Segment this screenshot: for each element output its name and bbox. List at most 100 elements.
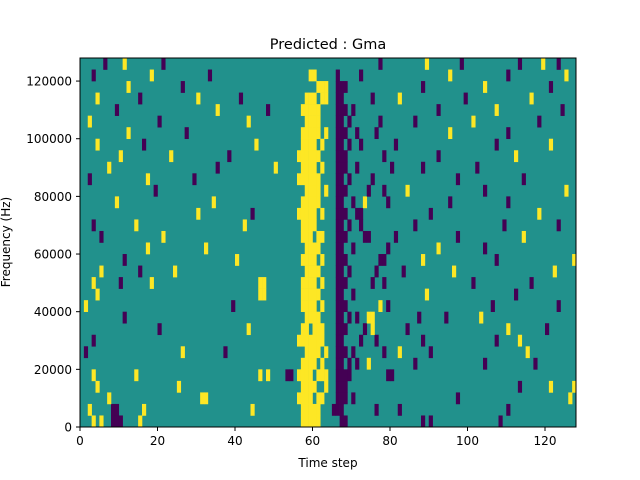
heatmap-cell-low bbox=[335, 392, 340, 405]
heatmap-cell-low bbox=[335, 81, 340, 93]
heatmap-cell-high bbox=[312, 380, 317, 393]
heatmap-cell-low bbox=[359, 334, 364, 347]
heatmap-cell-high bbox=[320, 323, 325, 336]
heatmap-cell-high bbox=[297, 334, 302, 347]
heatmap-cell-high bbox=[176, 380, 182, 393]
heatmap-cell-high bbox=[316, 115, 321, 128]
heatmap-cell-high bbox=[304, 184, 309, 197]
heatmap-cell-high bbox=[308, 277, 313, 289]
heatmap-cell-low bbox=[421, 161, 426, 174]
heatmap-cell-high bbox=[304, 415, 309, 428]
heatmap-cell-low bbox=[366, 230, 371, 243]
heatmap-cell-low bbox=[339, 265, 344, 278]
heatmap-cell-low bbox=[386, 242, 391, 255]
heatmap-cell-high bbox=[304, 115, 309, 128]
heatmap-cell-high bbox=[312, 254, 317, 266]
heatmap-cell-low bbox=[378, 58, 383, 70]
heatmap-cell-low bbox=[289, 369, 294, 382]
heatmap-cell-high bbox=[312, 219, 317, 232]
heatmap-cell-low bbox=[401, 265, 406, 278]
heatmap-cell-low bbox=[421, 334, 426, 347]
heatmap-cell-low bbox=[339, 334, 344, 347]
heatmap-cell-high bbox=[320, 81, 325, 93]
heatmap-cell-high bbox=[95, 138, 100, 151]
heatmap-cell-low bbox=[382, 254, 387, 266]
heatmap-cell-high bbox=[312, 323, 317, 336]
heatmap-cell-high bbox=[300, 138, 306, 151]
heatmap-cell-high bbox=[246, 115, 251, 128]
heatmap-cell-high bbox=[312, 115, 317, 128]
heatmap-cell-high bbox=[149, 69, 154, 82]
heatmap-cell-high bbox=[568, 392, 573, 405]
heatmap-cell-high bbox=[308, 392, 313, 405]
heatmap-cell-low bbox=[347, 138, 352, 151]
heatmap-cell-low bbox=[355, 207, 360, 220]
heatmap-cell-low bbox=[386, 369, 391, 382]
heatmap-cell-low bbox=[339, 369, 344, 382]
heatmap-cell-high bbox=[304, 173, 309, 186]
heatmap-cell-low bbox=[343, 300, 348, 312]
heatmap-cell-high bbox=[204, 392, 209, 405]
heatmap-cell-high bbox=[308, 161, 313, 174]
heatmap-cell-high bbox=[297, 369, 302, 382]
heatmap-cell-low bbox=[537, 115, 542, 128]
heatmap-cell-low bbox=[413, 219, 418, 232]
heatmap-cell-high bbox=[304, 196, 309, 209]
heatmap-cell-high bbox=[297, 392, 302, 405]
heatmap-cell-low bbox=[471, 277, 476, 289]
heatmap-cell-high bbox=[297, 207, 302, 220]
heatmap-cell-high bbox=[304, 242, 309, 255]
heatmap-cell-high bbox=[324, 369, 329, 382]
heatmap-cell-high bbox=[262, 277, 267, 289]
heatmap-cell-high bbox=[324, 380, 329, 393]
heatmap-cell-high bbox=[304, 92, 309, 105]
heatmap-cell-low bbox=[335, 150, 340, 163]
heatmap-cell-low bbox=[335, 300, 340, 312]
heatmap-cell-high bbox=[304, 311, 309, 324]
heatmap-cell-low bbox=[339, 173, 344, 186]
heatmap-cell-high bbox=[304, 369, 309, 382]
heatmap-cell-low bbox=[114, 104, 120, 116]
heatmap-cell-high bbox=[99, 265, 104, 278]
heatmap-cell-low bbox=[351, 104, 356, 116]
heatmap-cell-low bbox=[339, 323, 344, 336]
heatmap-cell-high bbox=[316, 311, 321, 324]
heatmap-cell-low bbox=[343, 127, 348, 140]
heatmap-cell-high bbox=[91, 415, 96, 428]
heatmap-cell-low bbox=[339, 150, 344, 163]
heatmap-cell-low bbox=[393, 230, 399, 243]
heatmap-cell-high bbox=[87, 403, 92, 416]
heatmap-cell-high bbox=[548, 380, 554, 393]
heatmap-cell-high bbox=[258, 369, 263, 382]
heatmap-cell-low bbox=[428, 207, 433, 220]
heatmap-cell-low bbox=[483, 184, 488, 197]
heatmap-cell-high bbox=[362, 196, 368, 209]
heatmap-cell-low bbox=[378, 115, 383, 128]
heatmap-cell-low bbox=[335, 277, 340, 289]
y-tick-label: 0 bbox=[64, 421, 72, 435]
heatmap-cell-low bbox=[506, 69, 511, 82]
x-tick-label: 120 bbox=[534, 434, 557, 448]
y-tick-label: 40000 bbox=[34, 305, 72, 319]
heatmap-cell-low bbox=[517, 58, 523, 70]
heatmap-cell-high bbox=[320, 300, 325, 312]
heatmap-cell-high bbox=[324, 92, 329, 105]
heatmap-cell-high bbox=[312, 334, 317, 347]
heatmap-cell-low bbox=[463, 92, 468, 105]
heatmap-cell-high bbox=[320, 334, 325, 347]
heatmap-cell-high bbox=[316, 196, 321, 209]
heatmap-cell-high bbox=[324, 81, 329, 93]
heatmap-cell-low bbox=[351, 288, 356, 301]
heatmap-cell-low bbox=[556, 58, 561, 70]
heatmap-cell-high bbox=[312, 127, 317, 140]
heatmap-cell-high bbox=[312, 300, 317, 312]
heatmap-cell-high bbox=[312, 265, 317, 278]
heatmap-cell-high bbox=[525, 346, 530, 359]
heatmap-cell-low bbox=[91, 69, 96, 82]
heatmap-cell-high bbox=[300, 369, 306, 382]
heatmap-cell-low bbox=[114, 415, 120, 428]
heatmap-cell-high bbox=[312, 196, 317, 209]
heatmap-cell-low bbox=[560, 104, 565, 116]
heatmap-cell-low bbox=[335, 173, 340, 186]
